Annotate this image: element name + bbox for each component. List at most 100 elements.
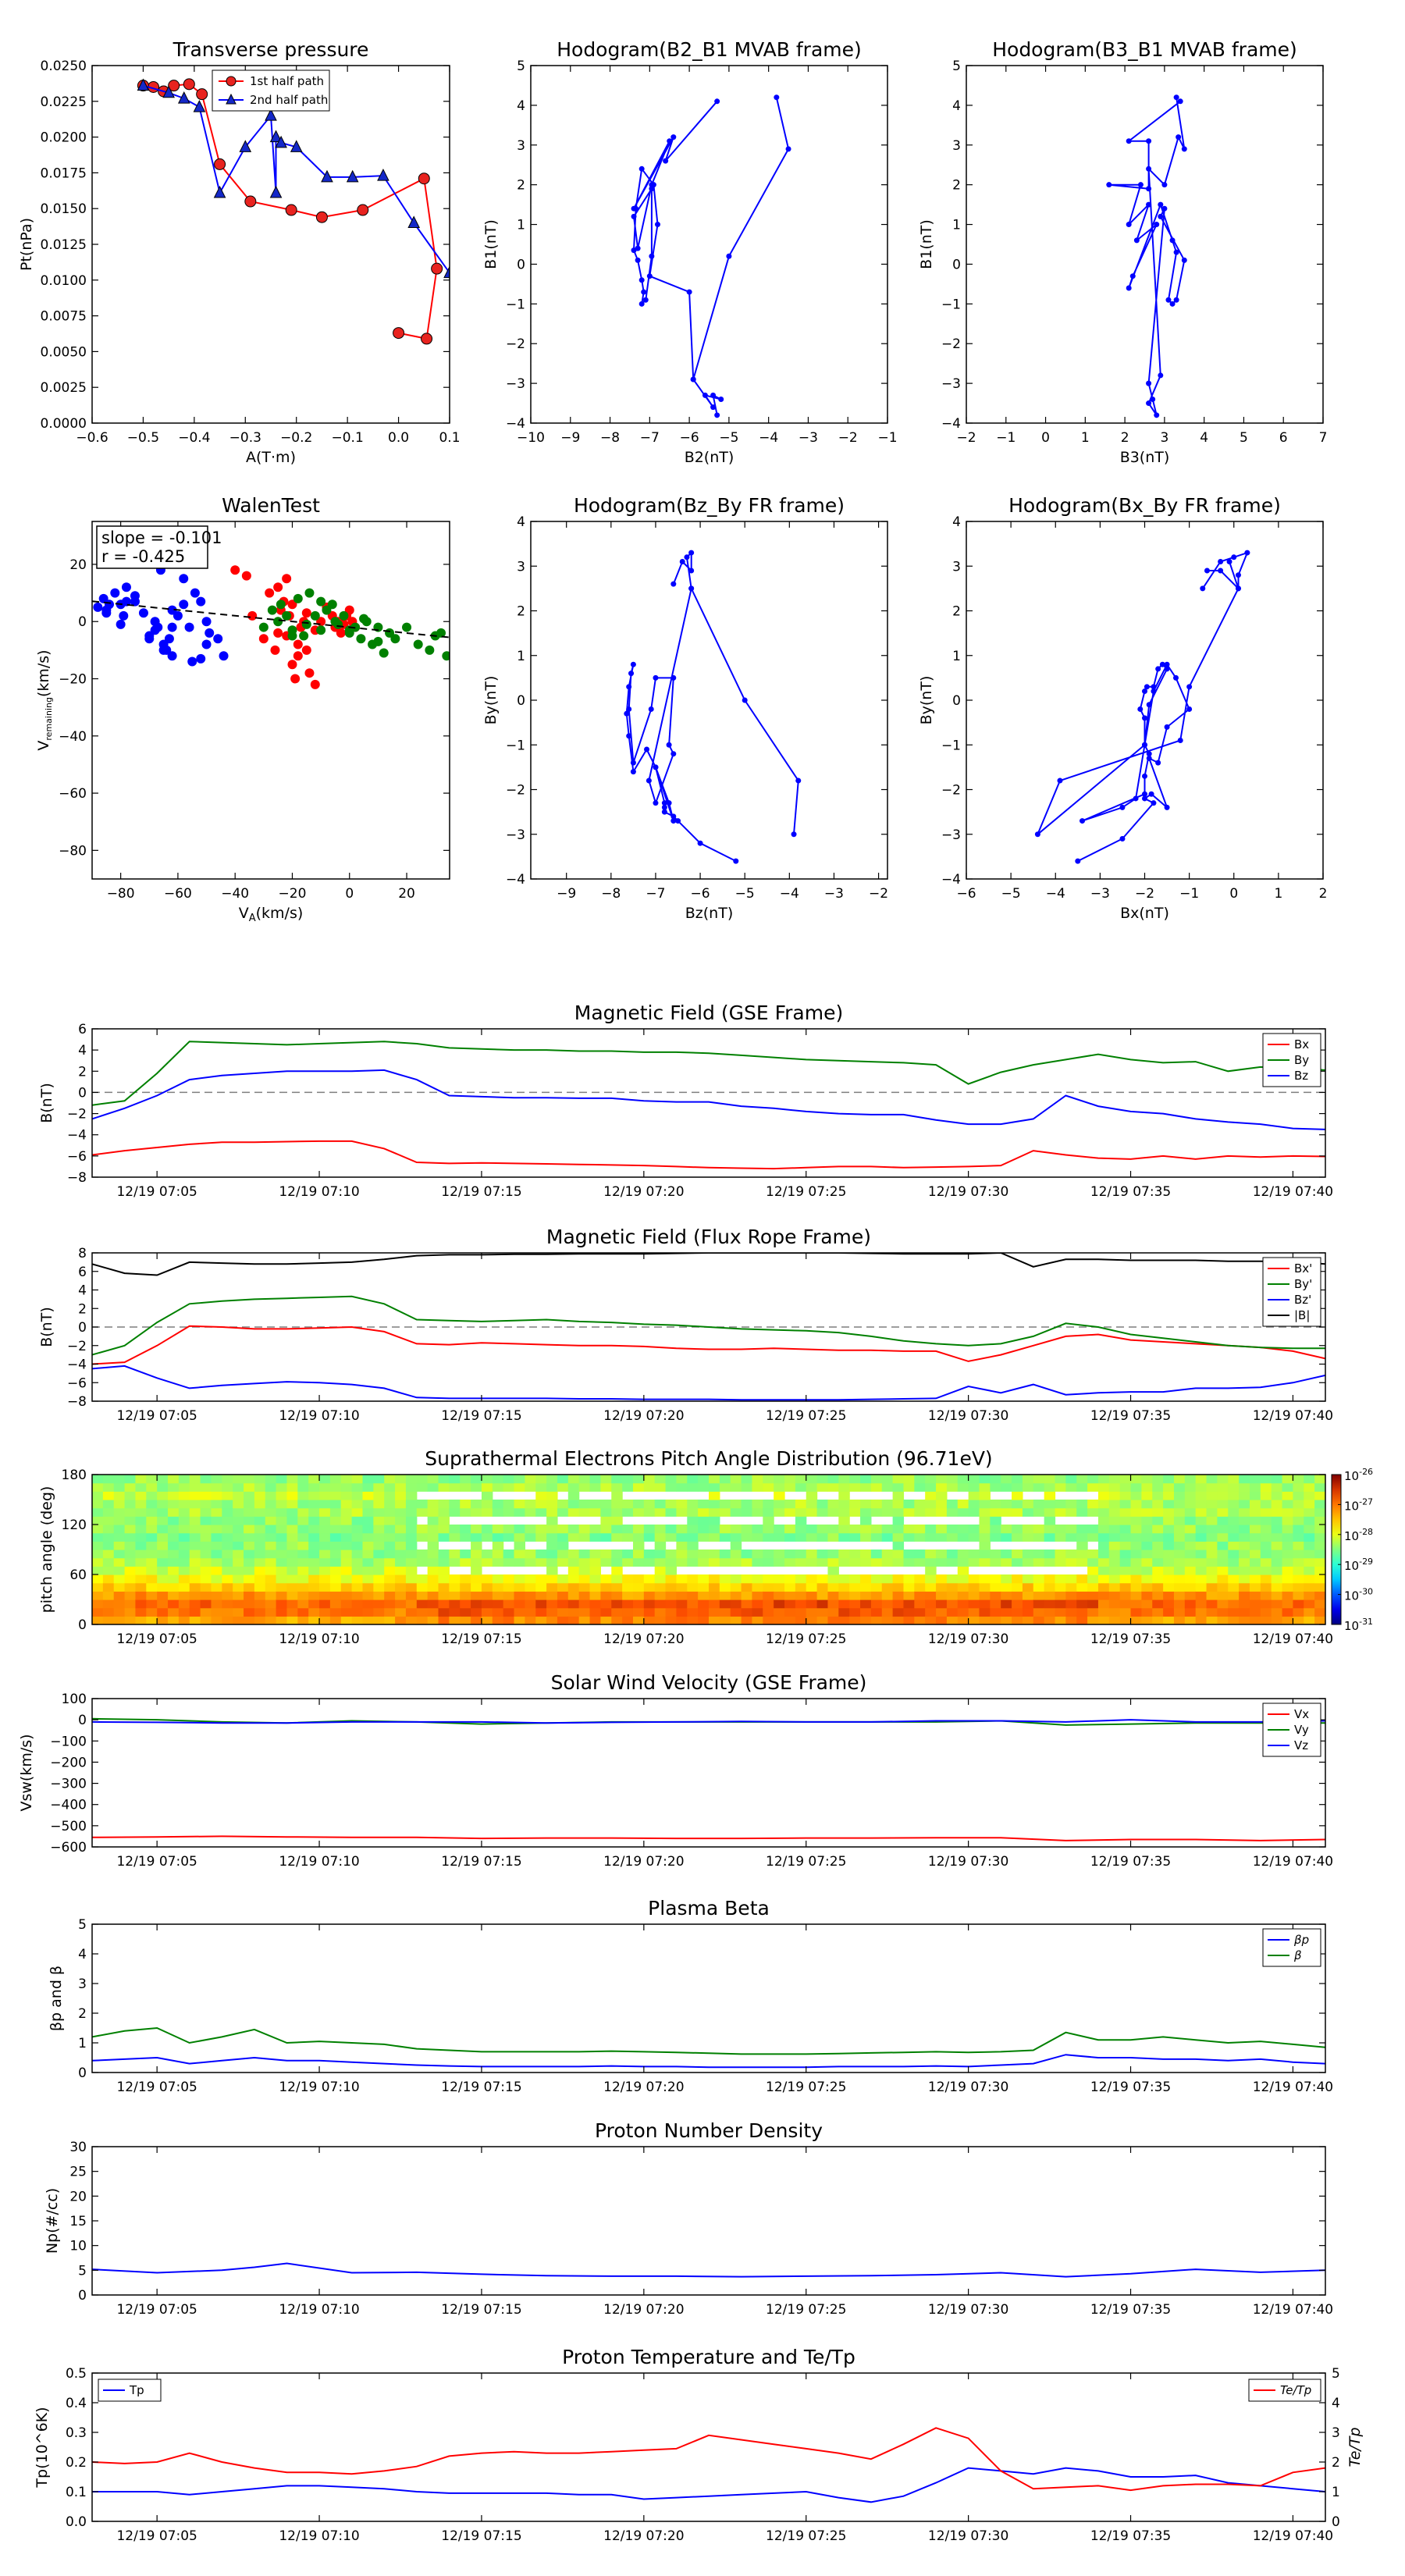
heatmap-cell: [276, 1607, 288, 1617]
x-tick-label: 1: [1274, 886, 1282, 902]
heatmap-cell: [870, 1500, 883, 1509]
heatmap-cell: [211, 1557, 222, 1567]
heatmap-cell: [395, 1607, 407, 1617]
heatmap-cell: [168, 1574, 180, 1584]
heatmap-cell: [1163, 1582, 1175, 1592]
heatmap-cell: [925, 1475, 937, 1484]
heatmap-cell: [567, 1475, 580, 1484]
heatmap-cell: [135, 1482, 147, 1492]
heatmap-cell: [578, 1557, 591, 1567]
heatmap-cell: [200, 1557, 212, 1567]
heatmap-cell: [827, 1550, 839, 1559]
heatmap-cell: [687, 1599, 699, 1609]
heatmap-cell: [925, 1507, 937, 1517]
plot-area: [624, 550, 802, 864]
heatmap-cell: [1260, 1616, 1272, 1624]
heatmap-cell: [665, 1500, 678, 1509]
plot-area: [92, 2262, 1325, 2278]
heatmap-cell: [654, 1550, 667, 1559]
x-tick-label: 12/19 07:05: [116, 1854, 197, 1870]
heatmap-cell: [460, 1500, 471, 1509]
heatmap-cell: [827, 1557, 839, 1567]
heatmap-cell: [1087, 1482, 1099, 1492]
heatmap-cell: [178, 1482, 190, 1492]
heatmap-cell: [395, 1582, 407, 1592]
heatmap-cell: [308, 1616, 320, 1624]
x-tick-label: 7: [1319, 430, 1328, 446]
heatmap-cell: [1239, 1475, 1250, 1484]
heatmap-cell: [319, 1557, 331, 1567]
heatmap-cell: [1206, 1582, 1218, 1592]
heatmap-cell: [1173, 1475, 1186, 1484]
scatter-point-blue: [130, 596, 140, 607]
heatmap-cell: [870, 1482, 883, 1492]
heatmap-cell: [113, 1566, 126, 1575]
y-tick-label: 2: [78, 1301, 87, 1317]
heatmap-cell: [1304, 1616, 1315, 1624]
x-tick-label: 12/19 07:05: [116, 1408, 197, 1424]
y-tick-label: 6: [78, 1265, 87, 1280]
heatmap-cell: [265, 1525, 277, 1534]
legend-label: Te/Tp: [1280, 2383, 1311, 2397]
heatmap-cell: [687, 1616, 699, 1624]
hodogram-point: [1150, 396, 1156, 402]
heatmap-cell: [222, 1616, 233, 1624]
heatmap-cell: [1206, 1616, 1218, 1624]
heatmap-cell: [535, 1475, 547, 1484]
heatmap-cell: [1206, 1482, 1218, 1492]
x-tick-label: −6: [680, 430, 699, 446]
heatmap-cell: [405, 1557, 418, 1567]
heatmap-cell: [449, 1482, 461, 1492]
heatmap-cell: [146, 1566, 158, 1575]
heatmap-cell: [827, 1566, 839, 1575]
heatmap-cell: [340, 1532, 353, 1542]
heatmap-cell: [200, 1599, 212, 1609]
heatmap-cell: [676, 1607, 688, 1617]
heatmap-cell: [222, 1591, 233, 1600]
heatmap-cell: [373, 1541, 385, 1550]
heatmap-cell: [763, 1557, 774, 1567]
heatmap-cell: [632, 1599, 645, 1609]
y-tick-label: −500: [50, 1819, 87, 1834]
heatmap-cell: [914, 1532, 926, 1542]
x-tick-label: 12/19 07:40: [1253, 2080, 1333, 2095]
scatter-point-red: [273, 628, 283, 638]
heatmap-cell: [1173, 1507, 1186, 1517]
heatmap-cell: [514, 1557, 525, 1567]
heatmap-cell: [102, 1532, 115, 1542]
x-tick-label: 0.0: [388, 430, 409, 446]
series-line-: [92, 2026, 1325, 2055]
heatmap-cell: [1228, 1532, 1240, 1542]
heatmap-cell: [308, 1557, 320, 1567]
heatmap-cell: [698, 1557, 710, 1567]
heatmap-cell: [124, 1516, 137, 1525]
heatmap-cell: [936, 1557, 948, 1567]
hodogram-point: [635, 257, 641, 263]
x-tick-label: 12/19 07:40: [1253, 2528, 1333, 2544]
hodogram-point: [1148, 791, 1154, 797]
heatmap-cell: [276, 1591, 288, 1600]
heatmap-cell: [1033, 1507, 1045, 1517]
heatmap-cell: [860, 1475, 872, 1484]
heatmap-cell: [925, 1491, 937, 1500]
heatmap-cell: [1195, 1475, 1208, 1484]
x-tick-label: 12/19 07:35: [1090, 2302, 1171, 2318]
heatmap-cell: [189, 1591, 201, 1600]
heatmap-cell: [233, 1582, 244, 1592]
heatmap-cell: [632, 1591, 645, 1600]
heatmap-cell: [1314, 1475, 1325, 1484]
heatmap-cell: [102, 1574, 115, 1584]
hodogram-point: [626, 706, 632, 712]
heatmap-cell: [514, 1591, 525, 1600]
plot-area: [92, 1041, 1325, 1170]
heatmap-cell: [622, 1557, 634, 1567]
hb31-panel: Hodogram(B3_B1 MVAB frame)−2 −1 0 1 2 3 4 5 6 7−4…: [918, 38, 1327, 466]
heatmap-cell: [124, 1491, 137, 1500]
heatmap-cell: [589, 1550, 601, 1559]
heatmap-cell: [254, 1525, 266, 1534]
heatmap-cell: [1119, 1541, 1132, 1550]
heatmap-cell: [816, 1507, 829, 1517]
heatmap-cell: [427, 1550, 439, 1559]
heatmap-cell: [1282, 1599, 1294, 1609]
heatmap-cell: [632, 1482, 645, 1492]
